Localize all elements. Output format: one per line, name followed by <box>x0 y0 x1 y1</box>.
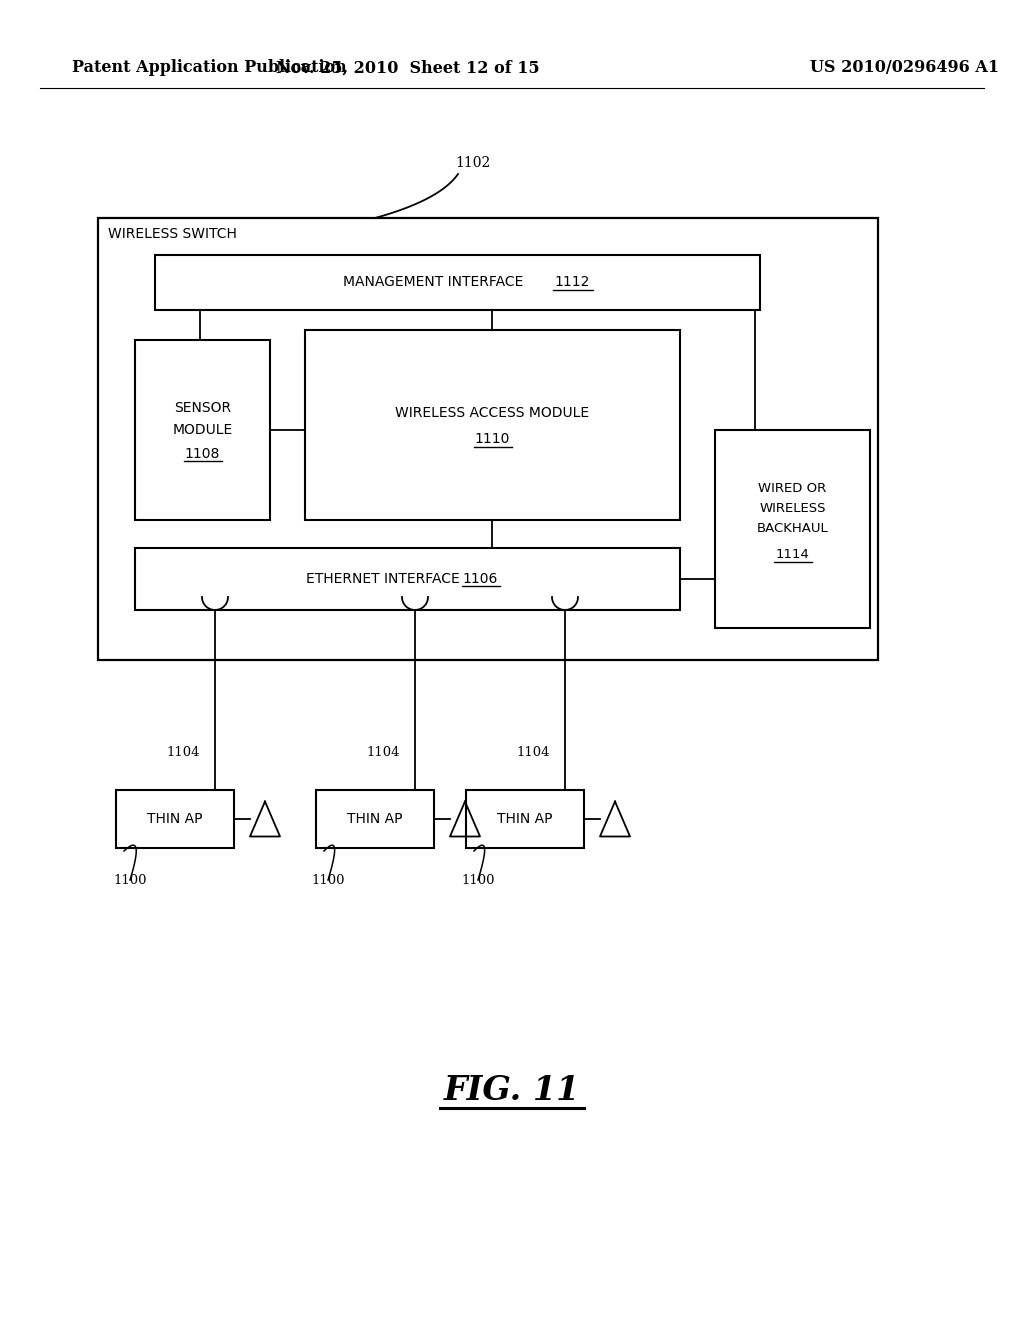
Text: 1100: 1100 <box>311 874 345 887</box>
Text: 1108: 1108 <box>184 447 220 461</box>
Bar <box>305 330 680 520</box>
Bar <box>316 789 434 847</box>
Text: 1114: 1114 <box>775 549 809 561</box>
Text: BACKHAUL: BACKHAUL <box>757 523 828 536</box>
Text: 1104: 1104 <box>367 746 399 759</box>
Bar <box>715 430 870 628</box>
Text: THIN AP: THIN AP <box>147 812 203 826</box>
Text: 1104: 1104 <box>516 746 550 759</box>
Text: Nov. 25, 2010  Sheet 12 of 15: Nov. 25, 2010 Sheet 12 of 15 <box>276 59 540 77</box>
Bar <box>98 218 878 660</box>
Text: MANAGEMENT INTERFACE: MANAGEMENT INTERFACE <box>343 276 532 289</box>
Text: 1112: 1112 <box>555 276 590 289</box>
Text: 1106: 1106 <box>463 572 499 586</box>
Text: 1100: 1100 <box>114 874 146 887</box>
Text: 1100: 1100 <box>461 874 495 887</box>
Bar <box>135 548 680 610</box>
Text: WIRELESS: WIRELESS <box>759 503 825 516</box>
Text: THIN AP: THIN AP <box>498 812 553 826</box>
Text: US 2010/0296496 A1: US 2010/0296496 A1 <box>810 59 999 77</box>
Text: WIRELESS SWITCH: WIRELESS SWITCH <box>108 227 237 242</box>
Text: FIG. 11: FIG. 11 <box>443 1073 581 1106</box>
Text: MODULE: MODULE <box>172 422 232 437</box>
Text: WIRED OR: WIRED OR <box>759 483 826 495</box>
Text: WIRELESS ACCESS MODULE: WIRELESS ACCESS MODULE <box>395 407 590 420</box>
Bar <box>466 789 584 847</box>
Text: THIN AP: THIN AP <box>347 812 402 826</box>
Bar <box>135 341 270 520</box>
Text: Patent Application Publication: Patent Application Publication <box>72 59 347 77</box>
Text: ETHERNET INTERFACE: ETHERNET INTERFACE <box>306 572 469 586</box>
Text: 1110: 1110 <box>475 432 510 446</box>
Text: SENSOR: SENSOR <box>174 401 231 414</box>
Bar <box>155 255 760 310</box>
Text: 1104: 1104 <box>166 746 200 759</box>
Text: 1102: 1102 <box>455 156 490 170</box>
Bar <box>116 789 234 847</box>
